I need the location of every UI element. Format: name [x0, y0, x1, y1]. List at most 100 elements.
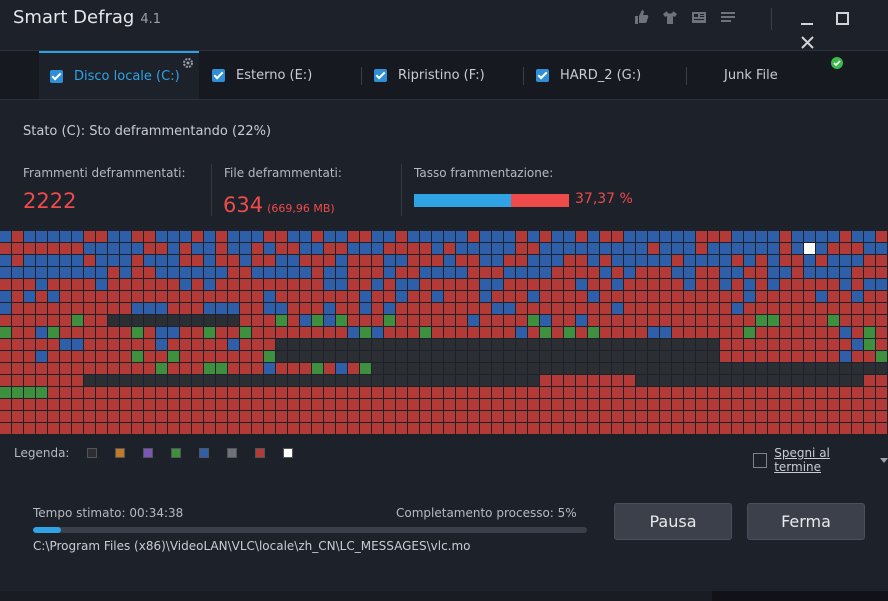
cluster-block: [216, 315, 227, 326]
cluster-block: [564, 315, 575, 326]
cluster-block: [864, 243, 875, 254]
cluster-block: [240, 363, 251, 374]
cluster-block: [144, 303, 155, 314]
cluster-block: [180, 231, 191, 242]
cluster-block: [456, 363, 467, 374]
cluster-block: [84, 291, 95, 302]
cluster-block: [336, 339, 347, 350]
cluster-block: [276, 363, 287, 374]
cluster-block: [384, 411, 395, 422]
cluster-block: [192, 315, 203, 326]
cluster-block: [48, 411, 59, 422]
cluster-block: [768, 279, 779, 290]
tab-checkbox-f[interactable]: [374, 68, 387, 82]
cluster-block: [228, 327, 239, 338]
cluster-block: [240, 303, 251, 314]
cluster-block: [384, 231, 395, 242]
cluster-block: [588, 231, 599, 242]
cluster-block: [876, 279, 887, 290]
cluster-block: [804, 423, 815, 434]
cluster-block: [552, 363, 563, 374]
tab-ripristino-f[interactable]: Ripristino (F:): [374, 51, 485, 99]
tab-junk-file[interactable]: Junk File: [724, 51, 778, 99]
cluster-block: [252, 363, 263, 374]
cluster-block: [96, 267, 107, 278]
cluster-block: [312, 363, 323, 374]
cluster-block: [660, 411, 671, 422]
cluster-block: [684, 327, 695, 338]
cluster-block: [228, 387, 239, 398]
cluster-block: [84, 411, 95, 422]
legend-swatch-blue: [199, 448, 210, 458]
footer-right: [712, 591, 888, 601]
cluster-block: [540, 231, 551, 242]
cluster-block: [228, 303, 239, 314]
cluster-block: [0, 399, 11, 410]
cluster-block: [372, 411, 383, 422]
cluster-block: [696, 279, 707, 290]
cluster-block: [456, 423, 467, 434]
cluster-block: [516, 267, 527, 278]
cluster-block: [864, 351, 875, 362]
cluster-block: [348, 327, 359, 338]
cluster-block: [60, 363, 71, 374]
close-icon[interactable]: [794, 33, 820, 53]
cluster-block: [60, 231, 71, 242]
cluster-block: [60, 351, 71, 362]
cluster-block: [852, 399, 863, 410]
cluster-block: [696, 255, 707, 266]
tab-checkbox-c[interactable]: [50, 69, 63, 83]
tab-checkbox-g[interactable]: [536, 68, 549, 82]
cluster-block: [84, 315, 95, 326]
cluster-block: [648, 399, 659, 410]
tab-esterno-e[interactable]: Esterno (E:): [212, 51, 312, 99]
cluster-block: [744, 411, 755, 422]
maximize-icon[interactable]: [829, 9, 855, 29]
cluster-block: [192, 339, 203, 350]
cluster-block: [864, 291, 875, 302]
cluster-block: [612, 339, 623, 350]
cluster-block: [528, 315, 539, 326]
cluster-block: [516, 339, 527, 350]
chevron-down-icon[interactable]: [880, 457, 888, 463]
cluster-block: [96, 423, 107, 434]
cluster-block: [504, 351, 515, 362]
shutdown-label[interactable]: Spegni al termine: [774, 446, 830, 474]
cluster-block: [204, 291, 215, 302]
shutdown-option[interactable]: Spegni al termine: [753, 446, 888, 474]
cluster-block: [108, 243, 119, 254]
cluster-block: [384, 423, 395, 434]
settings-gear-icon[interactable]: [182, 57, 194, 69]
cluster-block: [120, 423, 131, 434]
cluster-block: [252, 279, 263, 290]
cluster-block: [144, 315, 155, 326]
cluster-block: [84, 279, 95, 290]
tab-checkbox-e[interactable]: [212, 68, 225, 82]
cluster-block: [300, 231, 311, 242]
cluster-block: [696, 387, 707, 398]
tab-disco-locale-c[interactable]: Disco locale (C:): [39, 51, 199, 99]
tshirt-icon[interactable]: [662, 9, 680, 25]
cluster-block: [432, 339, 443, 350]
minimize-icon[interactable]: [794, 9, 820, 29]
cluster-block: [276, 423, 287, 434]
menu-icon[interactable]: [720, 9, 738, 25]
cluster-block: [120, 339, 131, 350]
cluster-block: [312, 315, 323, 326]
tab-label-g: HARD_2 (G:): [560, 67, 642, 83]
tab-hard2-g[interactable]: HARD_2 (G:): [536, 51, 641, 99]
cluster-block: [108, 423, 119, 434]
thumbs-up-icon[interactable]: [633, 9, 651, 25]
news-icon[interactable]: [691, 9, 709, 25]
pause-button[interactable]: Pausa: [614, 503, 732, 540]
cluster-block: [864, 387, 875, 398]
cluster-block: [120, 315, 131, 326]
cluster-block: [48, 387, 59, 398]
shutdown-checkbox[interactable]: [753, 452, 768, 468]
cluster-block: [564, 339, 575, 350]
cluster-block: [24, 291, 35, 302]
cluster-block: [600, 339, 611, 350]
cluster-block: [612, 231, 623, 242]
cluster-block: [660, 303, 671, 314]
stop-button[interactable]: Ferma: [747, 503, 865, 540]
